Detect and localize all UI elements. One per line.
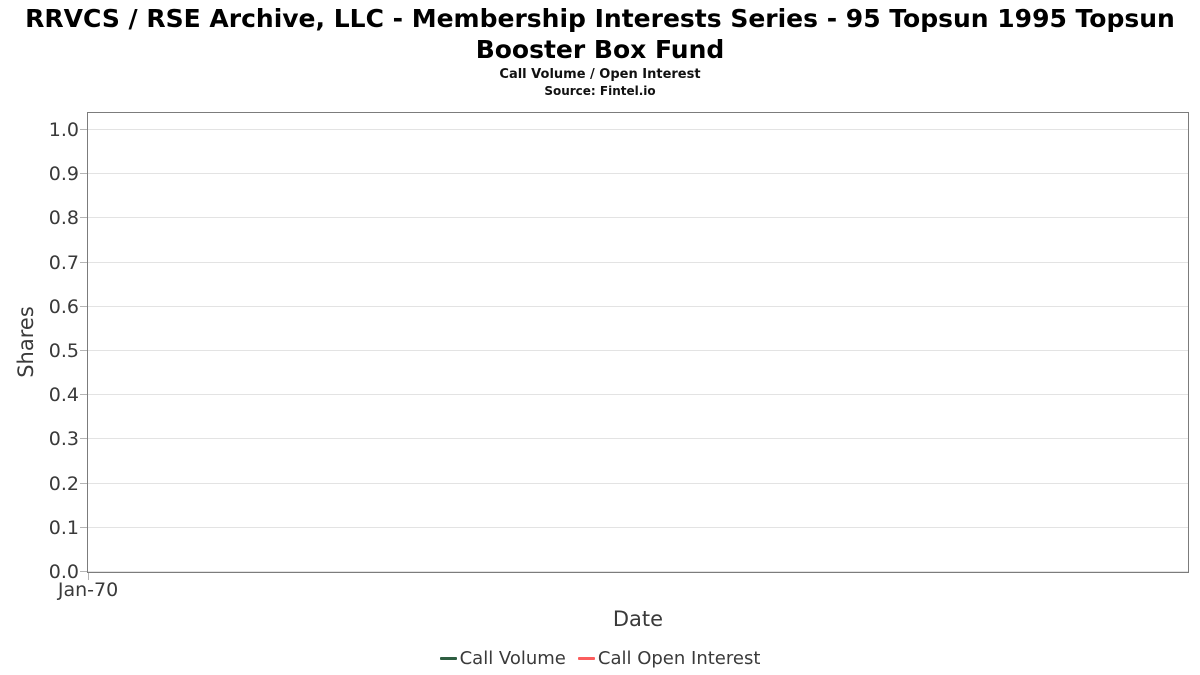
y-tick-mark — [80, 217, 87, 219]
y-tick-label: 0.2 — [48, 472, 79, 495]
legend-marker-call-volume — [439, 657, 457, 660]
gridline — [88, 261, 1188, 263]
y-tick-mark — [80, 482, 87, 484]
gridline — [88, 394, 1188, 396]
legend-marker-call-open-interest — [577, 657, 595, 660]
y-tick-label: 0.6 — [48, 295, 79, 318]
y-tick-mark — [80, 350, 87, 351]
y-tick-mark — [80, 305, 87, 307]
y-tick-mark — [80, 571, 87, 572]
y-tick-mark — [80, 394, 87, 396]
gridline — [88, 217, 1188, 219]
y-tick-label: 0.3 — [48, 428, 79, 451]
gridline — [88, 173, 1188, 175]
chart-title-line2: Booster Box Fund — [475, 35, 725, 64]
y-tick-label: 0.0 — [48, 561, 79, 583]
gridline — [88, 350, 1188, 351]
gridline — [88, 129, 1188, 130]
y-tick-label: 0.7 — [48, 251, 79, 274]
gridline — [88, 305, 1188, 307]
y-tick-label: 0.5 — [48, 340, 79, 362]
y-tick-mark — [80, 129, 87, 130]
legend-item-call-open-interest: Call Open Interest — [577, 648, 761, 669]
y-tick-mark — [80, 438, 87, 440]
y-tick-label: 0.1 — [48, 516, 79, 539]
gridline — [88, 482, 1188, 484]
y-tick-label: 0.4 — [48, 384, 79, 407]
legend-label: Call Open Interest — [597, 648, 761, 669]
chart-title-line1: RRVCS / RSE Archive, LLC - Membership In… — [25, 4, 1175, 33]
plot-area: 1.0 0.9 0.8 0.7 0.6 0.5 0.4 0.3 0.2 0.1 0.0 Jan-70 — [49, 112, 1189, 601]
x-axis-label: Date — [612, 607, 664, 631]
y-tick-label: 0.9 — [48, 163, 79, 186]
chart-subtitle: Call Volume / Open Interest — [499, 67, 701, 82]
x-tick-label: Jan-70 — [57, 579, 119, 601]
chart-source: Source: Fintel.io — [544, 84, 656, 98]
y-tick-mark — [80, 173, 87, 175]
y-tick-mark — [80, 526, 87, 528]
x-tick-mark — [88, 573, 89, 580]
gridline — [88, 571, 1188, 572]
gridline — [88, 438, 1188, 440]
y-tick-mark — [80, 261, 87, 263]
y-tick-label: 1.0 — [48, 119, 79, 141]
legend-item-call-volume: Call Volume — [439, 648, 566, 669]
legend: Call Volume Call Open Interest — [0, 648, 1200, 669]
legend-label: Call Volume — [459, 648, 566, 669]
y-axis-label: Shares — [14, 306, 38, 378]
gridline — [88, 526, 1188, 528]
y-tick-label: 0.8 — [48, 207, 79, 230]
